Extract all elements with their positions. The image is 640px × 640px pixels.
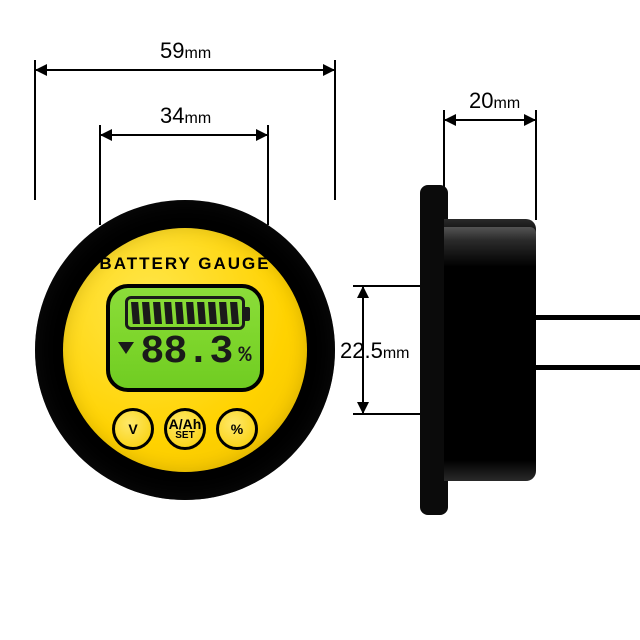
- dim-value: 34: [160, 103, 184, 128]
- battery-icon: [125, 296, 245, 330]
- gauge-face: BATTERY GAUGE 88.3 %: [63, 228, 307, 472]
- lcd-readout: 88.3 %: [120, 334, 250, 372]
- dim-value: 59: [160, 38, 184, 63]
- dim-panel-cutout: 34mm: [160, 103, 211, 129]
- dim-unit: mm: [383, 345, 410, 362]
- dim-value: 22.5: [340, 338, 383, 363]
- dim-unit: mm: [184, 110, 211, 127]
- wire-bottom: [532, 365, 640, 370]
- dim-outer-diameter: 59mm: [160, 38, 211, 64]
- btn-label-top: A/Ah: [169, 418, 202, 430]
- dim-unit: mm: [493, 95, 520, 112]
- btn-label: V: [128, 423, 137, 435]
- btn-label: %: [231, 423, 243, 435]
- amp-set-button[interactable]: A/Ah SET: [164, 408, 206, 450]
- gauge-title: BATTERY GAUGE: [63, 254, 307, 274]
- percent-button[interactable]: %: [216, 408, 258, 450]
- gauge-bezel: BATTERY GAUGE 88.3 %: [35, 200, 335, 500]
- dim-depth: 20mm: [469, 88, 520, 114]
- percent-value: 88.3: [140, 334, 232, 372]
- lcd-screen: 88.3 %: [106, 284, 264, 392]
- triangle-down-icon: [118, 342, 134, 354]
- dim-body-height: 22.5mm: [340, 338, 409, 364]
- button-row: V A/Ah SET %: [63, 408, 307, 450]
- volt-button[interactable]: V: [112, 408, 154, 450]
- btn-label-sub: SET: [175, 431, 194, 441]
- wire-top: [532, 315, 640, 320]
- gauge-front-view: BATTERY GAUGE 88.3 %: [35, 200, 335, 500]
- dim-unit: mm: [184, 45, 211, 62]
- dim-value: 20: [469, 88, 493, 113]
- percent-symbol: %: [238, 343, 251, 368]
- gauge-side-view: [420, 185, 590, 515]
